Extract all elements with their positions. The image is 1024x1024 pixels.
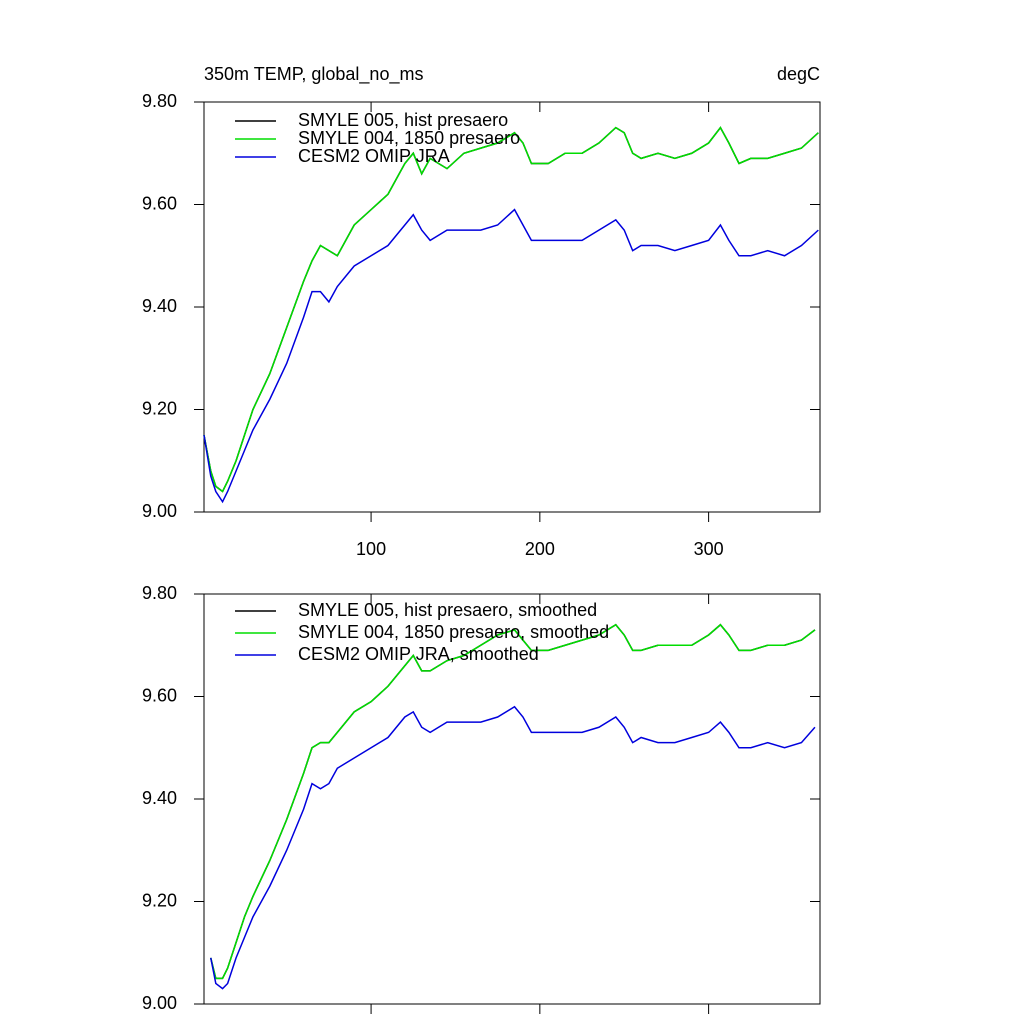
units-label: degC (777, 64, 820, 84)
y-tick-label: 9.60 (142, 193, 177, 213)
y-tick-label: 9.20 (142, 398, 177, 418)
y-tick-label: 9.40 (142, 296, 177, 316)
legend-label: SMYLE 005, hist presaero (298, 110, 508, 130)
y-tick-label: 9.40 (142, 788, 177, 808)
legend-label: CESM2 OMIP JRA (298, 146, 450, 166)
legend-label: SMYLE 004, 1850 presaero, smoothed (298, 622, 609, 642)
y-tick-label: 9.20 (142, 890, 177, 910)
x-tick-label: 200 (525, 539, 555, 559)
data-line (203, 208, 819, 504)
y-tick-label: 9.00 (142, 993, 177, 1013)
x-tick-label: 100 (356, 539, 386, 559)
data-line (210, 623, 816, 980)
data-line (203, 126, 819, 493)
y-tick-label: 9.00 (142, 501, 177, 521)
data-line (203, 126, 819, 493)
y-tick-label: 9.80 (142, 91, 177, 111)
y-tick-label: 9.60 (142, 685, 177, 705)
x-tick-label: 300 (694, 539, 724, 559)
data-line (210, 623, 816, 980)
plot-frame (203, 101, 821, 513)
legend-label: SMYLE 005, hist presaero, smoothed (298, 600, 597, 620)
data-line (210, 705, 816, 990)
chart-title: 350m TEMP, global_no_ms (204, 64, 423, 85)
legend-label: CESM2 OMIP JRA, smoothed (298, 644, 539, 664)
y-tick-label: 9.80 (142, 583, 177, 603)
legend-label: SMYLE 004, 1850 presaero (298, 128, 520, 148)
